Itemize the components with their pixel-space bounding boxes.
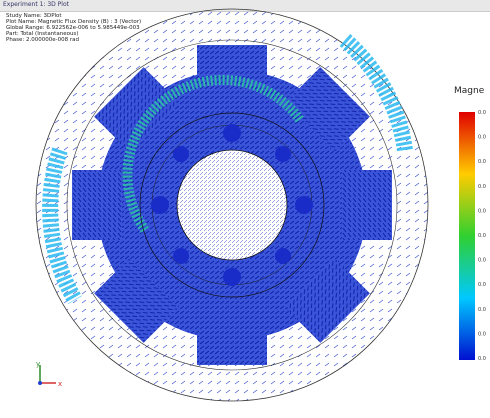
legend-tick-label: 0.0 — [478, 233, 486, 239]
legend-tick-label: 0.0 — [478, 356, 486, 362]
info-line: Phase: 2.000000e-008 rad — [6, 37, 141, 43]
viewport: y x Magne 0.0 0.0 0.0 0.0 0.0 0.0 0.0 0.0 0.0 0.0… — [0, 0, 490, 418]
legend-tick-label: 0.0 — [478, 184, 486, 190]
legend-tick-label: 0.0 — [478, 331, 486, 337]
shaft — [177, 150, 287, 260]
legend-tick-label: 0.0 — [478, 159, 486, 165]
color-bar — [459, 112, 475, 360]
page: Experiment 1: 3D Plot — [0, 0, 490, 418]
legend-tick-label: 0.0 — [478, 135, 486, 141]
legend-tick-label: 0.0 — [478, 307, 486, 313]
legend-tick-label: 0.0 — [478, 282, 486, 288]
legend-tick-label: 0.0 — [478, 208, 486, 214]
triad: y x — [36, 360, 62, 388]
axis-label: x — [58, 380, 62, 388]
legend-tick-label: 0.0 — [478, 258, 486, 264]
legend-title: Magne — [454, 86, 485, 96]
model — [36, 9, 428, 401]
legend-tick-label: 0.0 — [478, 110, 486, 116]
axis-label: y — [36, 360, 40, 368]
legend: Magne 0.0 0.0 0.0 0.0 0.0 0.0 0.0 0.0 0.0 0.0 0.0 — [454, 86, 486, 362]
